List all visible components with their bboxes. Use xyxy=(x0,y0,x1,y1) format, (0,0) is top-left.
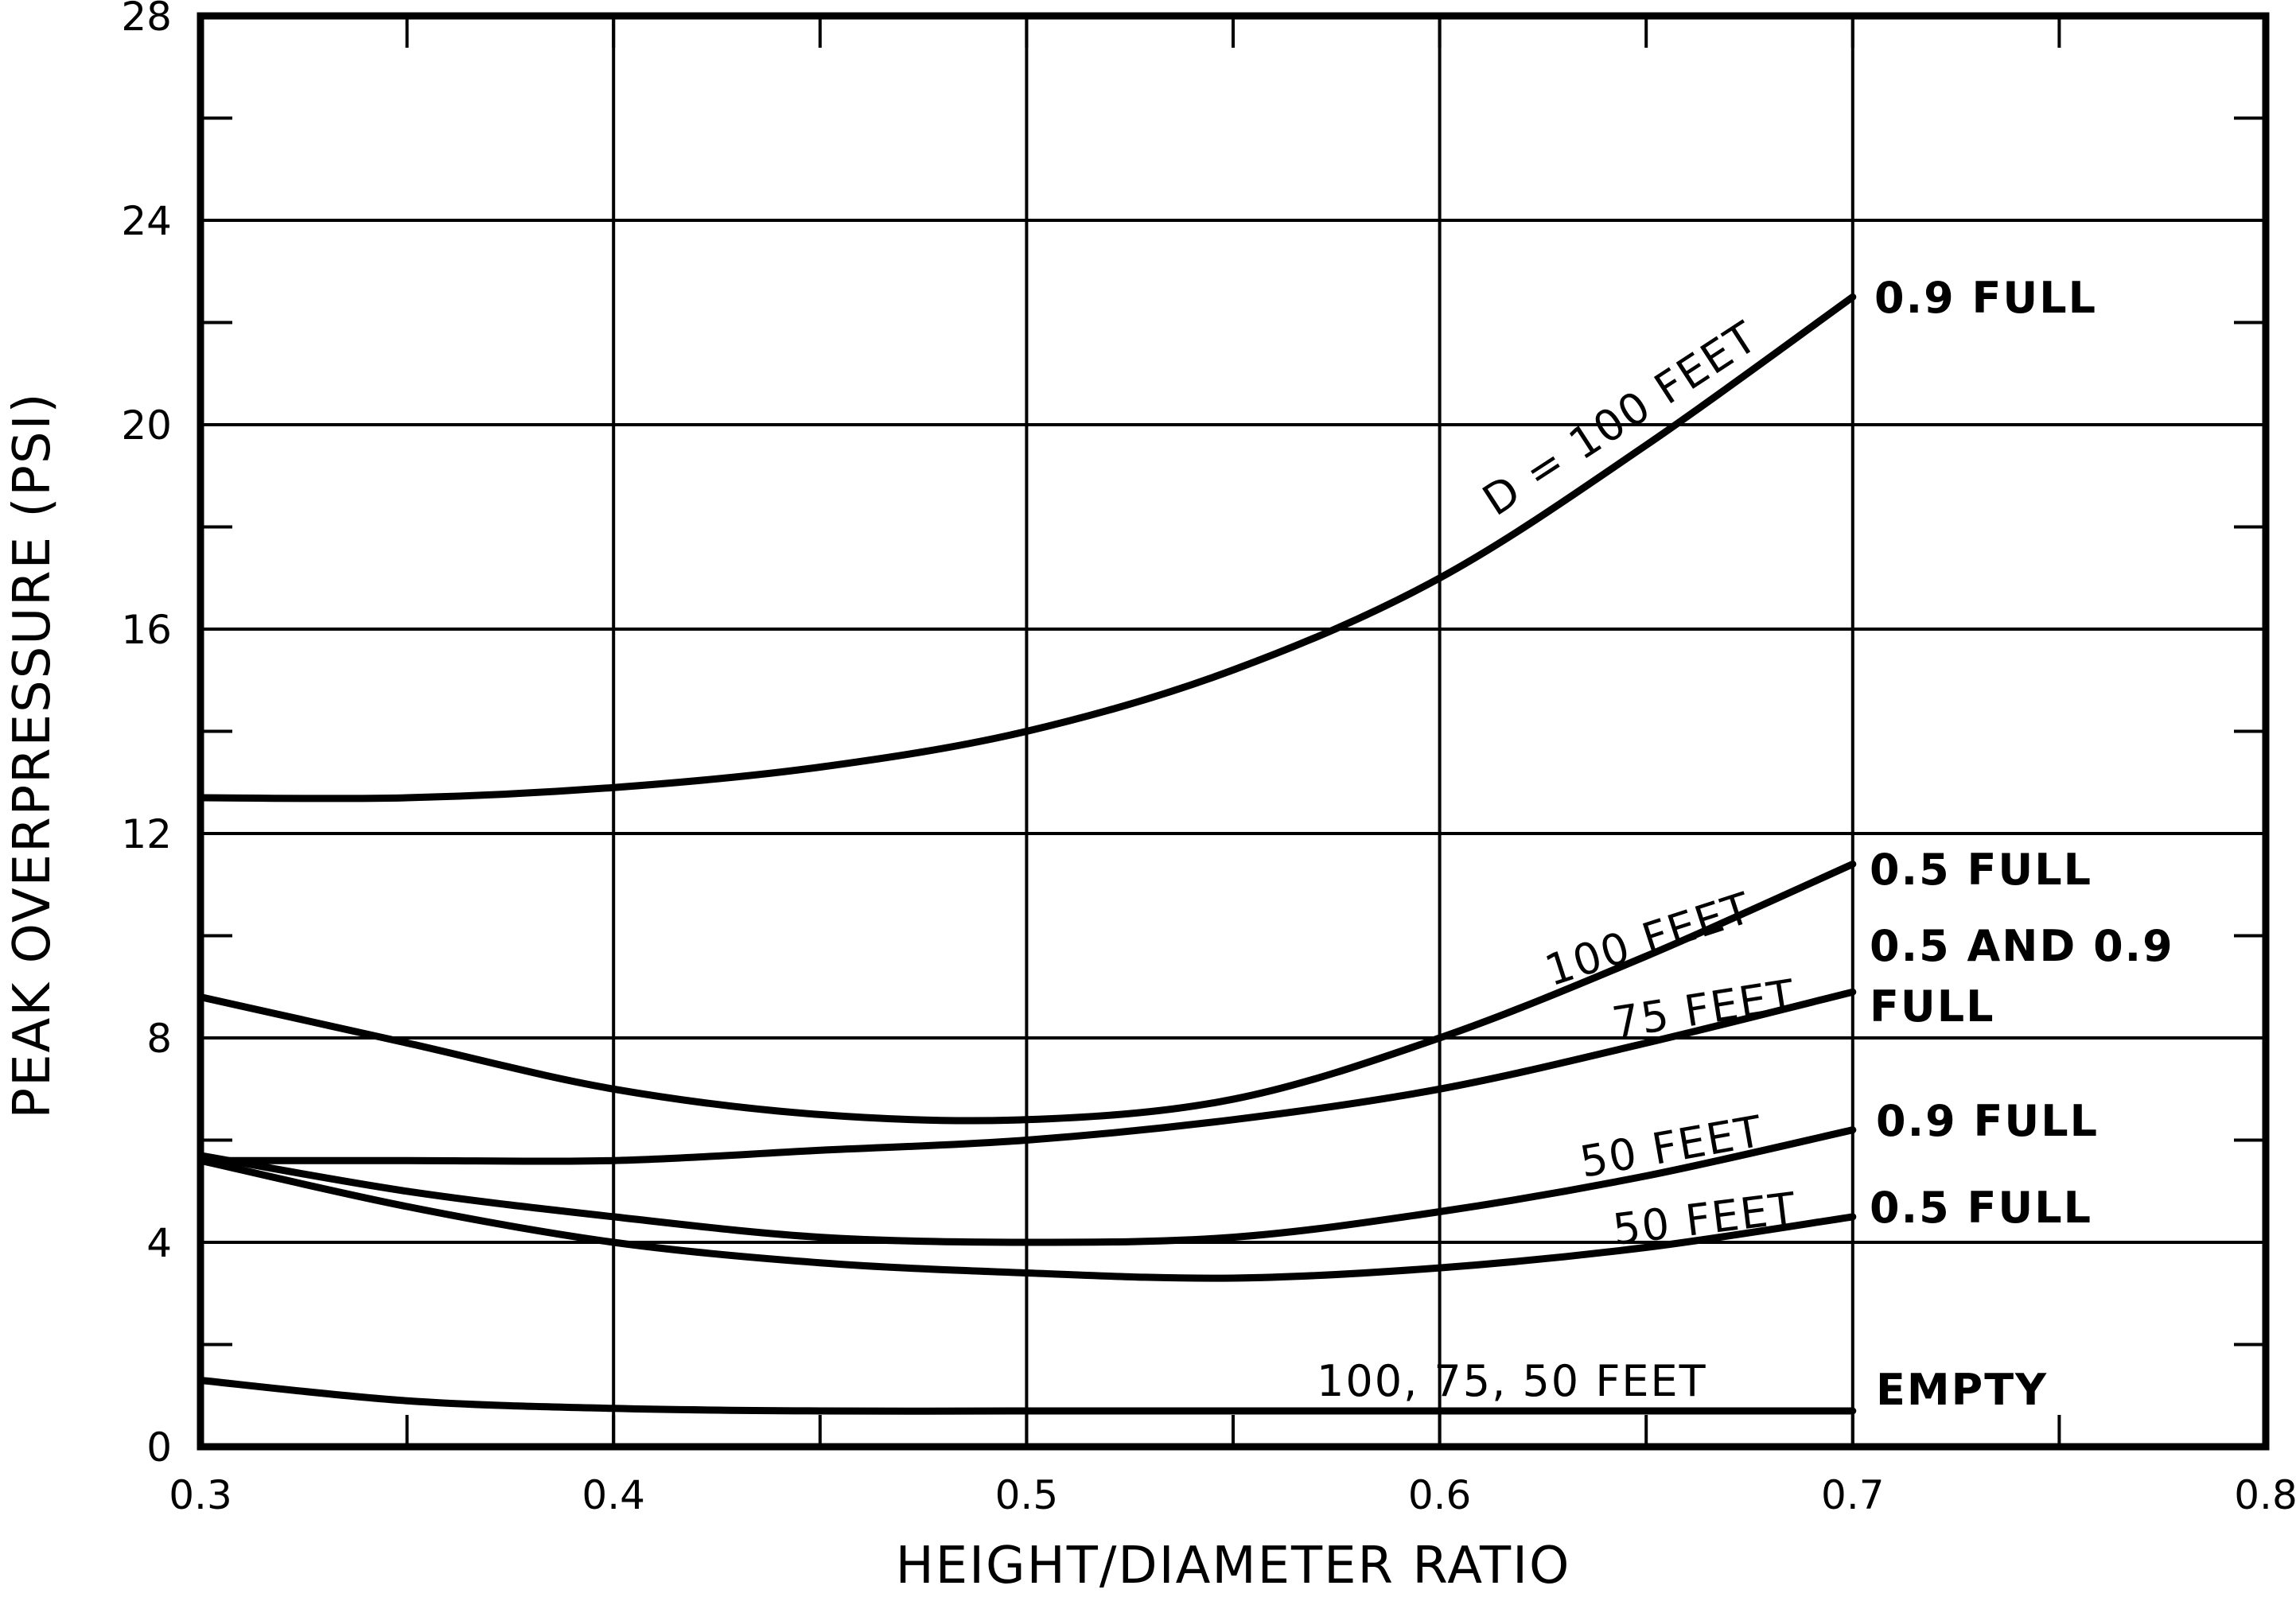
x-tick-label: 0.7 xyxy=(1821,1472,1885,1518)
y-tick-label: 24 xyxy=(121,198,172,244)
curve-layer xyxy=(197,293,1857,1415)
plot-frame xyxy=(197,12,2270,1451)
series-line xyxy=(197,1377,1857,1415)
series-label: 100 FEET xyxy=(1539,882,1758,996)
series-label: D = 100 FEET xyxy=(1474,311,1767,525)
end-label-line1: 0.5 AND 0.9 xyxy=(1870,921,2174,971)
end-label-line2: FULL xyxy=(1870,981,1995,1032)
x-tick-label: 0.4 xyxy=(582,1472,645,1518)
x-tick-labels: 0.3 0.4 0.5 0.6 0.7 0.8 xyxy=(169,1472,2296,1518)
y-tick-label: 12 xyxy=(121,811,172,857)
series-line xyxy=(197,988,1857,1165)
x-axis-title: HEIGHT/DIAMETER RATIO xyxy=(896,1537,1571,1595)
series-line xyxy=(197,1126,1857,1246)
end-labels: 0.9 FULL 0.5 FULL 0.5 AND 0.9 FULL 0.9 FULL 0… xyxy=(1870,273,2174,1415)
y-tick-label: 20 xyxy=(121,402,172,449)
tick-layer xyxy=(200,16,2266,1447)
series-line xyxy=(197,1156,1857,1282)
y-tick-label: 8 xyxy=(146,1016,172,1062)
x-tick-label: 0.6 xyxy=(1408,1472,1472,1518)
end-label: 0.5 FULL xyxy=(1870,1183,2092,1233)
x-tick-label: 0.8 xyxy=(2234,1472,2296,1518)
y-axis-title: PEAK OVERPRESSURE (PSI) xyxy=(3,392,62,1119)
y-tick-labels: 0 4 8 12 16 20 24 28 xyxy=(121,0,172,1471)
grid-layer xyxy=(200,16,2266,1447)
end-label: 0.9 FULL xyxy=(1876,1096,2099,1146)
series-line xyxy=(197,861,1857,1125)
y-tick-label: 28 xyxy=(121,0,172,40)
end-label: 0.5 FULL xyxy=(1870,845,2092,895)
series-label: 50 FEET xyxy=(1610,1183,1800,1255)
end-label: 0.9 FULL xyxy=(1874,273,2097,323)
series-label: 100, 75, 50 FEET xyxy=(1317,1356,1707,1406)
series-label: 50 FEET xyxy=(1576,1106,1767,1187)
y-tick-label: 4 xyxy=(146,1220,172,1266)
series-line xyxy=(197,293,1857,802)
y-tick-label: 0 xyxy=(146,1424,172,1471)
end-label: EMPTY xyxy=(1876,1365,2048,1415)
x-tick-label: 0.3 xyxy=(169,1472,232,1518)
y-tick-label: 16 xyxy=(121,607,172,653)
x-tick-label: 0.5 xyxy=(995,1472,1059,1518)
